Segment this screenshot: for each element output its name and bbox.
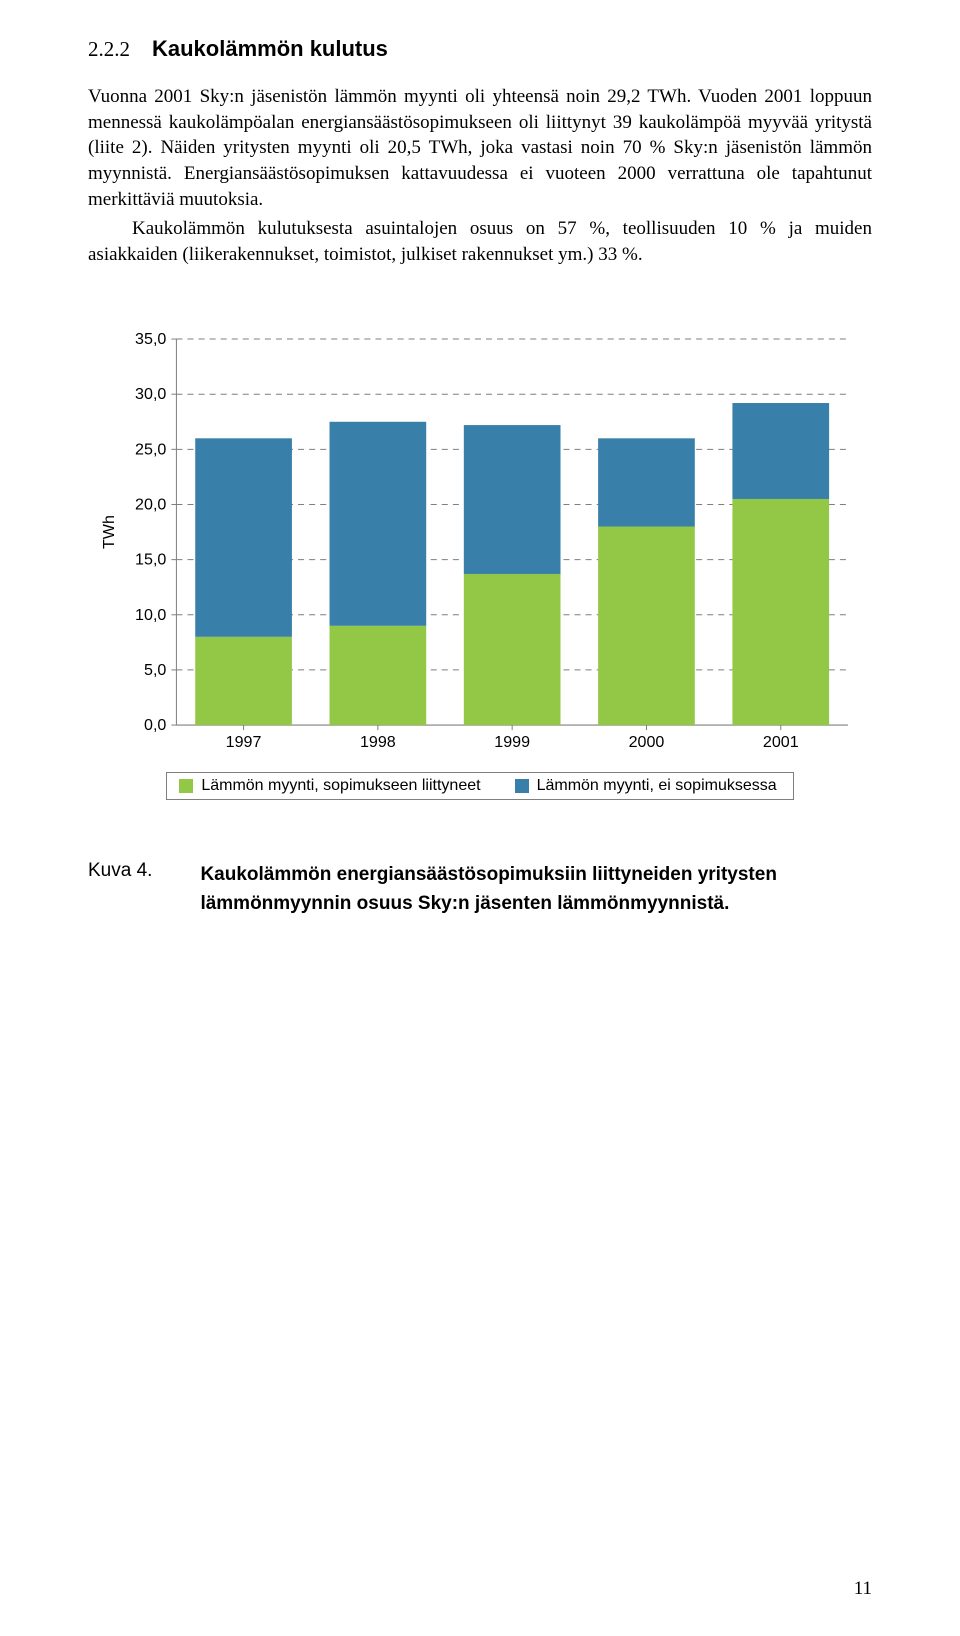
paragraph-1: Vuonna 2001 Sky:n jäsenistön lämmön myyn… bbox=[88, 84, 872, 212]
figure-caption: Kuva 4. Kaukolämmön energiansäästösopimu… bbox=[88, 860, 872, 919]
svg-text:30,0: 30,0 bbox=[135, 386, 166, 404]
paragraph-2: Kaukolämmön kulutuksesta asuintalojen os… bbox=[88, 216, 872, 267]
svg-text:TWh: TWh bbox=[100, 516, 118, 550]
svg-text:10,0: 10,0 bbox=[135, 606, 166, 624]
legend-item: Lämmön myynti, ei sopimuksessa bbox=[515, 777, 777, 795]
svg-text:25,0: 25,0 bbox=[135, 441, 166, 459]
section-heading: 2.2.2 Kaukolämmön kulutus bbox=[88, 36, 872, 62]
page: 2.2.2 Kaukolämmön kulutus Vuonna 2001 Sk… bbox=[0, 0, 960, 1636]
svg-text:1997: 1997 bbox=[226, 734, 262, 752]
page-number: 11 bbox=[854, 1578, 872, 1600]
svg-text:20,0: 20,0 bbox=[135, 496, 166, 514]
svg-text:15,0: 15,0 bbox=[135, 551, 166, 569]
svg-text:35,0: 35,0 bbox=[135, 331, 166, 349]
chart-container: 0,0 5,0 10,0 15,0 20,0 25,0 30,0 35,0 TWh 1997 199… bbox=[88, 329, 872, 799]
svg-text:1999: 1999 bbox=[494, 734, 530, 752]
legend-swatch bbox=[515, 779, 529, 793]
legend-item: Lämmön myynti, sopimukseen liittyneet bbox=[179, 777, 480, 795]
svg-text:5,0: 5,0 bbox=[144, 661, 166, 679]
chart-legend: Lämmön myynti, sopimukseen liittyneet Läm… bbox=[166, 772, 793, 800]
legend-label: Lämmön myynti, ei sopimuksessa bbox=[537, 777, 777, 795]
section-title: Kaukolämmön kulutus bbox=[152, 36, 388, 62]
figure-label: Kuva 4. bbox=[88, 860, 152, 919]
legend-swatch bbox=[179, 779, 193, 793]
section-number: 2.2.2 bbox=[88, 37, 130, 62]
svg-text:1998: 1998 bbox=[360, 734, 396, 752]
svg-text:2000: 2000 bbox=[629, 734, 665, 752]
svg-text:2001: 2001 bbox=[763, 734, 799, 752]
figure-caption-text: Kaukolämmön energiansäästösopimuksiin li… bbox=[200, 860, 872, 919]
svg-text:0,0: 0,0 bbox=[144, 717, 166, 735]
bar-chart: 0,0 5,0 10,0 15,0 20,0 25,0 30,0 35,0 TWh 1997 199… bbox=[98, 329, 862, 761]
legend-label: Lämmön myynti, sopimukseen liittyneet bbox=[201, 777, 480, 795]
